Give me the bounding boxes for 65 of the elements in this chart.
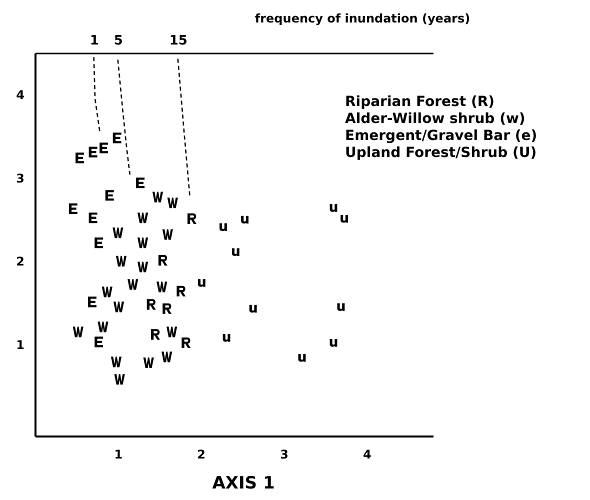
- point: [166, 326, 178, 338]
- point: [241, 216, 248, 224]
- annotation: Riparian Forest (R): [345, 94, 495, 110]
- point: [138, 238, 148, 248]
- x-tick-label: 4: [362, 448, 372, 462]
- point: [94, 238, 104, 248]
- point: [167, 198, 178, 208]
- x-axis-title: AXIS 1: [212, 474, 275, 494]
- point: [176, 286, 186, 296]
- point: [88, 296, 96, 308]
- point: [249, 304, 257, 313]
- point: [128, 279, 138, 290]
- annotation: Alder-Willow shrub (w): [345, 111, 526, 127]
- point: [94, 336, 104, 348]
- y-tick-label: 3: [16, 171, 24, 186]
- point: [143, 357, 154, 368]
- y-tick-label: 4: [16, 88, 24, 102]
- x2-tick-label: 1: [90, 34, 99, 48]
- point: [146, 299, 156, 310]
- point: [116, 256, 127, 266]
- point: [158, 255, 168, 266]
- annotation: Upland Forest/Shrub (U): [345, 145, 537, 161]
- point: [105, 190, 114, 201]
- point: [340, 214, 348, 223]
- x2-tick-label: 15: [169, 34, 188, 48]
- point: [88, 212, 98, 224]
- point: [162, 303, 172, 314]
- x2-tick-label: 5: [114, 34, 123, 48]
- point: [187, 213, 196, 224]
- point: [110, 356, 122, 368]
- point: [198, 279, 206, 287]
- annotation: Emergent/Gravel Bar (e): [345, 128, 538, 144]
- point: [182, 337, 191, 348]
- point: [298, 354, 306, 362]
- x-tick-label: 1: [114, 448, 123, 462]
- point: [220, 223, 227, 231]
- point: [330, 339, 338, 347]
- point: [156, 282, 168, 292]
- point: [114, 374, 125, 385]
- point: [72, 326, 84, 338]
- point: [76, 152, 84, 164]
- point: [222, 334, 230, 342]
- point: [162, 229, 173, 240]
- point: [330, 204, 338, 212]
- x-tick-label: 3: [280, 448, 288, 462]
- point: [112, 228, 124, 238]
- point: [102, 286, 112, 298]
- point: [162, 352, 172, 362]
- point: [138, 212, 148, 224]
- x2-axis-title: frequency of inundation (years): [254, 12, 470, 26]
- point: [100, 142, 108, 154]
- point: [68, 203, 78, 214]
- point: [150, 329, 160, 340]
- point: [337, 303, 345, 311]
- point: [113, 302, 124, 312]
- point: [88, 146, 98, 158]
- point: [136, 178, 145, 188]
- y-tick-label: 2: [16, 254, 24, 269]
- point: [232, 248, 240, 256]
- point: [138, 262, 148, 272]
- point: [152, 192, 164, 202]
- y-tick-label: 1: [16, 338, 24, 352]
- x-tick-label: 2: [197, 448, 206, 462]
- point: [112, 132, 122, 144]
- point: [98, 322, 108, 332]
